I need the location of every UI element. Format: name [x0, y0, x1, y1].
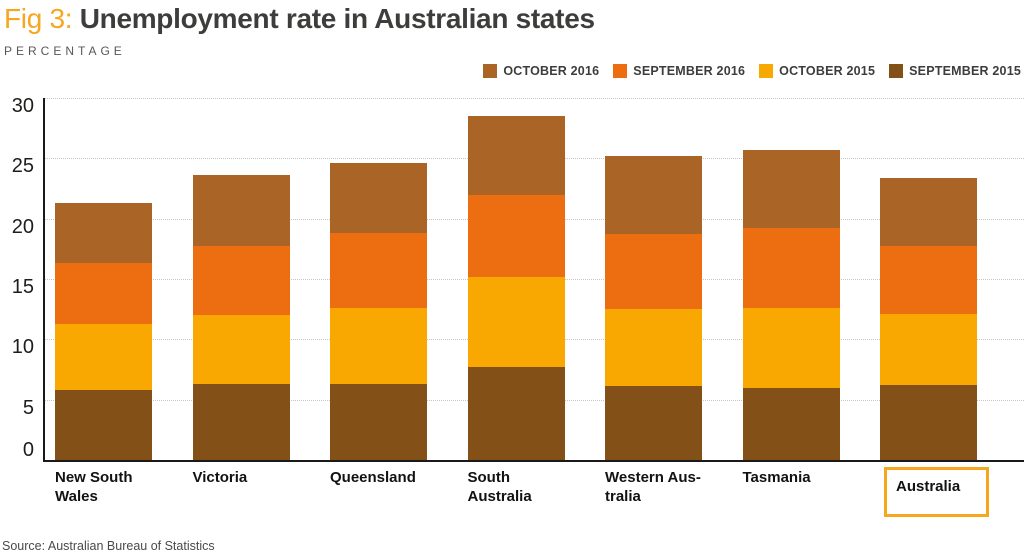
x-axis-label: New South Wales: [55, 469, 133, 505]
plot-area: [43, 98, 1024, 462]
bar-tasmania: [742, 149, 840, 460]
bar-queensland: [330, 163, 427, 460]
figure-number-label: Fig 3:: [4, 3, 73, 34]
bar-segment: [880, 385, 977, 460]
bar-segment: [605, 234, 702, 310]
legend-swatch-icon: [483, 64, 498, 78]
chart-title: Unemployment rate in Australian states: [79, 3, 595, 34]
bar-segment: [192, 383, 290, 460]
bar-segment: [55, 390, 152, 460]
bar-segment: [880, 314, 977, 386]
x-axis-label: South Australia: [467, 469, 532, 505]
legend-label: SEPTEMBER 2015: [909, 64, 1021, 78]
bar-segment: [192, 315, 290, 384]
y-axis-tick-label: 25: [11, 155, 34, 178]
bar-western-aus-tralia: [605, 155, 702, 460]
bar-australia: [880, 177, 977, 460]
legend-swatch-icon: [759, 64, 774, 78]
bar-victoria: [192, 175, 290, 460]
x-axis-label: Tasmania: [742, 469, 811, 486]
source-note: Source: Australian Bureau of Statistics: [2, 539, 215, 553]
bar-segment: [880, 177, 977, 247]
bar-segment: [55, 263, 152, 324]
y-axis-tick-label: 15: [11, 276, 34, 298]
bar-new-south-wales: [55, 203, 152, 460]
legend-label: SEPTEMBER 2016: [633, 64, 746, 78]
bar-segment: [55, 203, 152, 264]
bar-segment: [742, 307, 840, 388]
y-axis-tick-label: 20: [11, 215, 34, 238]
y-axis-tick-label: 0: [22, 439, 34, 461]
bar-segment: [605, 386, 702, 460]
bar-segment: [742, 149, 840, 229]
legend-swatch-icon: [613, 64, 628, 78]
x-axis-label: Queensland: [330, 469, 416, 486]
bar-segment: [55, 323, 152, 391]
bar-segment: [742, 387, 840, 460]
bar-segment: [330, 383, 427, 460]
y-axis-tick-label: 5: [22, 396, 34, 419]
bar-segment: [330, 307, 427, 384]
bar-segment: [330, 233, 427, 308]
bar-segment: [467, 194, 565, 277]
gridline: [45, 98, 1024, 99]
legend-swatch-icon: [889, 64, 904, 78]
bar-segment: [192, 175, 290, 247]
bar-segment: [605, 155, 702, 235]
y-axis-unit-label: PERCENTAGE: [4, 44, 126, 58]
y-axis-tick-label: 30: [11, 95, 34, 117]
chart-header: Fig 3: Unemployment rate in Australian s…: [4, 2, 595, 58]
bar-segment: [880, 246, 977, 314]
legend: OCTOBER 2016 SEPTEMBER 2016 OCTOBER 2015 SE…: [483, 64, 1021, 78]
x-axis-label: Victoria: [192, 469, 248, 486]
bar-segment: [742, 228, 840, 308]
legend-label: OCTOBER 2015: [779, 64, 876, 78]
bar-segment: [467, 367, 565, 460]
legend-item: SEPTEMBER 2015: [889, 64, 1021, 78]
y-axis-tick-label: 10: [11, 336, 34, 359]
legend-item: OCTOBER 2015: [759, 64, 875, 78]
bar-segment: [330, 163, 427, 234]
legend-label: OCTOBER 2016: [503, 64, 600, 78]
legend-item: SEPTEMBER 2016: [613, 64, 745, 78]
page-title: Fig 3: Unemployment rate in Australian s…: [4, 2, 595, 36]
x-axis-label: Western Aus- tralia: [605, 469, 701, 505]
bar-segment: [467, 276, 565, 368]
legend-item: OCTOBER 2016: [483, 64, 599, 78]
x-axis-label-highlighted: Australia: [884, 467, 989, 517]
bar-segment: [605, 309, 702, 387]
bar-south-australia: [467, 116, 565, 460]
bar-segment: [192, 246, 290, 316]
bar-segment: [467, 116, 565, 195]
